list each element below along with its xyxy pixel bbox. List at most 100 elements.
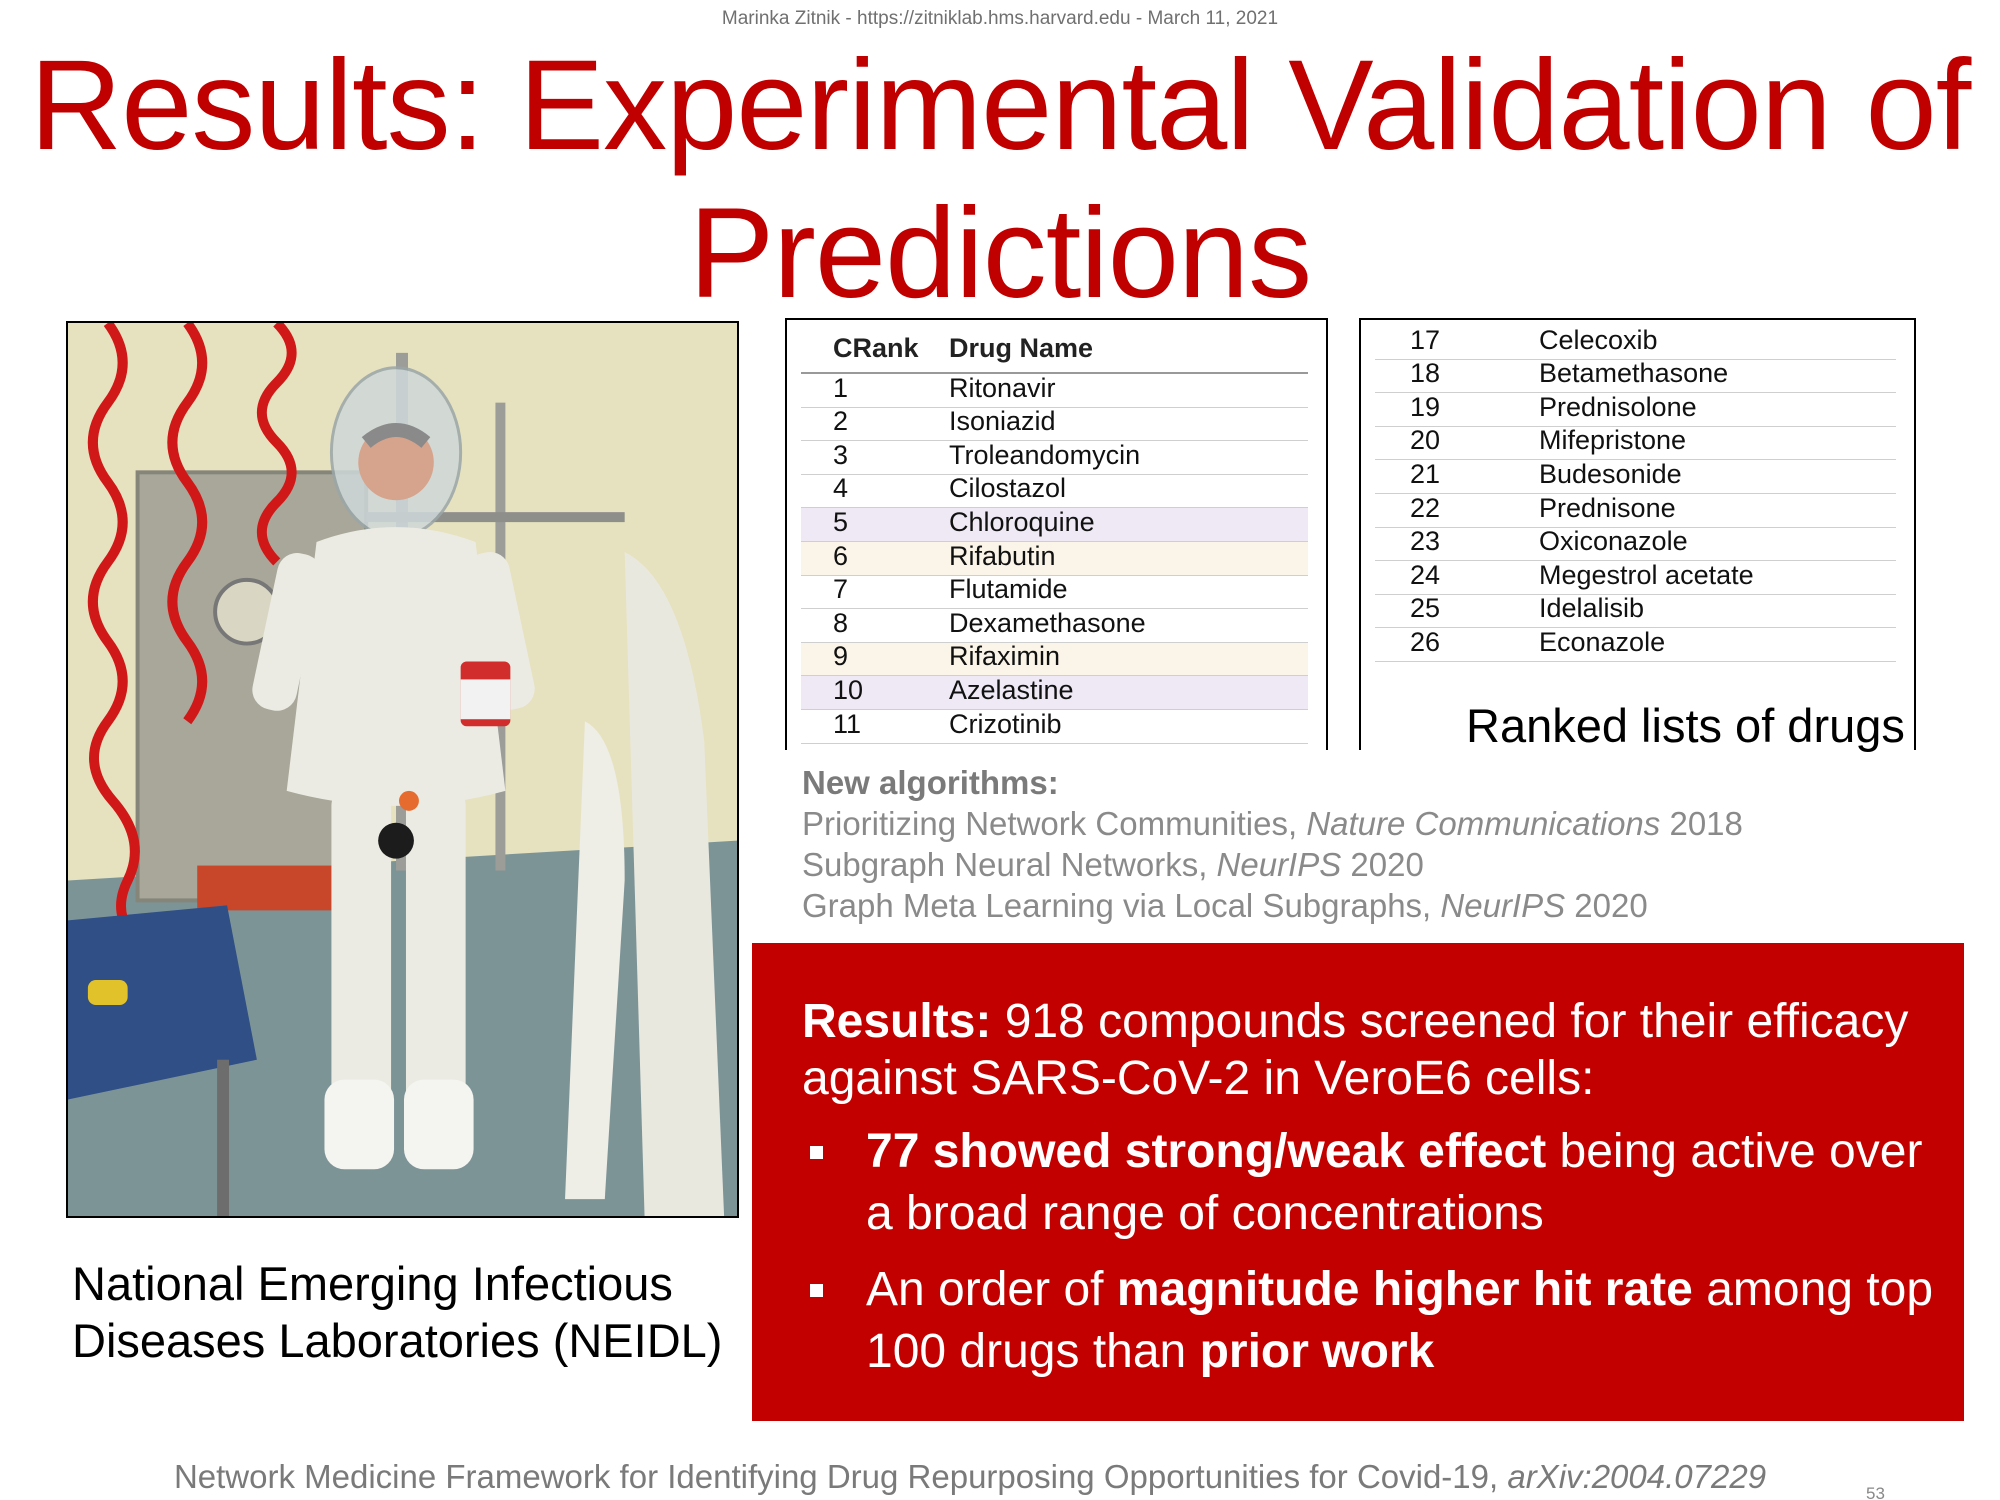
table-row: 25 Idelalisib (1375, 593, 1896, 629)
results-label: Results: (802, 995, 992, 1048)
rank-cell: 20 (1410, 425, 1441, 456)
lab-photo-illustration (68, 323, 737, 1216)
drug-name-cell: Azelastine (949, 674, 1074, 705)
page-number: 53 (1866, 1484, 1885, 1500)
table-row: 26 Econazole (1375, 626, 1896, 662)
drug-name-cell: Rifaximin (949, 641, 1061, 672)
slide-title: Results: Experimental Validation of Pred… (0, 32, 2000, 328)
rank-cell: 26 (1410, 626, 1441, 657)
rank-cell: 5 (833, 506, 849, 537)
column-header-rank: CRank (833, 333, 919, 363)
photo-caption-line2: Diseases Laboratories (NEIDL) (72, 1314, 723, 1367)
bullet-1-bold: 77 showed strong/weak effect (866, 1125, 1547, 1178)
table-row: 23 Oxiconazole (1375, 526, 1896, 562)
drug-table-header: CRank Drug Name (801, 320, 1308, 374)
drug-name-cell: Flutamide (949, 574, 1068, 605)
table-row: 9 Rifaximin (801, 641, 1308, 677)
table-row: 19 Prednisolone (1375, 391, 1896, 427)
drug-name-cell: Megestrol acetate (1539, 559, 1754, 590)
rank-cell: 10 (833, 674, 864, 705)
drug-name-cell: Dexamethasone (949, 607, 1146, 638)
photo-caption-line1: National Emerging Infectious (72, 1257, 673, 1310)
bullet-2-text-b: among top 100 drugs than (866, 1263, 1934, 1378)
drug-name-cell: Oxiconazole (1539, 526, 1688, 557)
table-row: 3 Troleandomycin (801, 439, 1308, 475)
drug-name-cell: Crizotinib (949, 708, 1062, 739)
footer-citation: Network Medicine Framework for Identifyi… (0, 1458, 2000, 1496)
photo-caption: National Emerging Infectious Diseases La… (72, 1255, 722, 1369)
rank-cell: 17 (1410, 324, 1441, 355)
drug-name-cell: Econazole (1539, 626, 1666, 657)
table-row: 1 Ritonavir (801, 372, 1308, 408)
table-row: 20 Mifepristone (1375, 425, 1896, 461)
bullet-square-icon (810, 1146, 823, 1159)
drug-name-cell: Mifepristone (1539, 425, 1687, 456)
slide-title-line1: Results: Experimental Validation of (29, 34, 1972, 177)
table-row: 6 Rifabutin (801, 540, 1308, 576)
drug-name-cell: Ritonavir (949, 372, 1056, 403)
rank-cell: 11 (833, 708, 862, 739)
drug-name-cell: Chloroquine (949, 506, 1095, 537)
ranked-lists-label: Ranked lists of drugs (1462, 698, 1909, 753)
rank-cell: 18 (1410, 358, 1441, 389)
algorithm-item: Subgraph Neural Networks, NeurIPS 2020 (802, 846, 1424, 883)
results-intro: Results: 918 compounds screened for thei… (802, 993, 1942, 1107)
bullet-2-bold-1: magnitude higher hit rate (1116, 1263, 1693, 1316)
rank-cell: 7 (833, 574, 849, 605)
algorithms-list: New algorithms: Prioritizing Network Com… (802, 762, 1743, 926)
drug-name-cell: Rifabutin (949, 540, 1056, 571)
table-row: 4 Cilostazol (801, 473, 1308, 509)
rank-cell: 1 (833, 372, 849, 403)
rank-cell: 21 (1410, 458, 1441, 489)
table-row: 17 Celecoxib (1375, 324, 1896, 360)
table-row: 24 Megestrol acetate (1375, 559, 1896, 595)
rank-cell: 3 (833, 439, 849, 470)
bullet-1-text: being active over a broad range of conce… (866, 1125, 1923, 1240)
results-bullet-2: An order of magnitude higher hit rate am… (802, 1259, 1942, 1383)
drug-table-left: CRank Drug Name 1 Ritonavir 2 Isoniazid 3 T… (785, 318, 1328, 750)
drug-name-cell: Budesonide (1539, 458, 1682, 489)
bullet-2-text-a: An order of (866, 1263, 1117, 1316)
results-intro-text: 918 compounds screened for their efficac… (802, 995, 1909, 1105)
column-header-drug-name: Drug Name (949, 333, 1094, 363)
citation-text: Network Medicine Framework for Identifyi… (173, 1458, 1508, 1495)
lab-photo (66, 321, 739, 1218)
rank-cell: 19 (1410, 391, 1441, 422)
drug-name-cell: Idelalisib (1539, 593, 1645, 624)
arxiv-id: arXiv:2004.07229 (1507, 1458, 1767, 1495)
table-row: 7 Flutamide (801, 574, 1308, 610)
rank-cell: 23 (1410, 526, 1441, 557)
drug-table-right: 17 Celecoxib 18 Betamethasone 19 Prednisolo… (1359, 318, 1916, 750)
drug-name-cell: Prednisolone (1539, 391, 1697, 422)
table-row: 18 Betamethasone (1375, 358, 1896, 394)
rank-cell: 24 (1410, 559, 1441, 590)
table-row: 2 Isoniazid (801, 406, 1308, 442)
table-row: 11 Crizotinib (801, 708, 1308, 744)
rank-cell: 4 (833, 473, 849, 504)
rank-cell: 22 (1410, 492, 1441, 523)
rank-cell: 6 (833, 540, 849, 571)
drug-name-cell: Isoniazid (949, 406, 1056, 437)
rank-cell: 25 (1410, 593, 1441, 624)
bullet-square-icon (810, 1284, 823, 1297)
algorithm-item: Graph Meta Learning via Local Subgraphs,… (802, 887, 1648, 924)
results-box: Results: 918 compounds screened for thei… (752, 943, 1964, 1421)
drug-name-cell: Betamethasone (1539, 358, 1729, 389)
slide-title-line2: Predictions (688, 182, 1312, 325)
bullet-2-bold-2: prior work (1199, 1325, 1435, 1378)
algorithms-heading: New algorithms: (802, 764, 1059, 801)
results-bullet-1: 77 showed strong/weak effect being activ… (802, 1121, 1942, 1245)
table-row: 21 Budesonide (1375, 458, 1896, 494)
drug-name-cell: Celecoxib (1539, 324, 1658, 355)
rank-cell: 9 (833, 641, 849, 672)
table-row: 5 Chloroquine (801, 506, 1308, 542)
drug-name-cell: Cilostazol (949, 473, 1067, 504)
header-credit: Marinka Zitnik - https://zitniklab.hms.h… (721, 8, 1279, 29)
drug-name-cell: Prednisone (1539, 492, 1676, 523)
drug-name-cell: Troleandomycin (949, 439, 1141, 470)
table-row: 10 Azelastine (801, 674, 1308, 710)
rank-cell: 8 (833, 607, 849, 638)
algorithm-item: Prioritizing Network Communities, Nature… (802, 805, 1743, 842)
table-row: 22 Prednisone (1375, 492, 1896, 528)
